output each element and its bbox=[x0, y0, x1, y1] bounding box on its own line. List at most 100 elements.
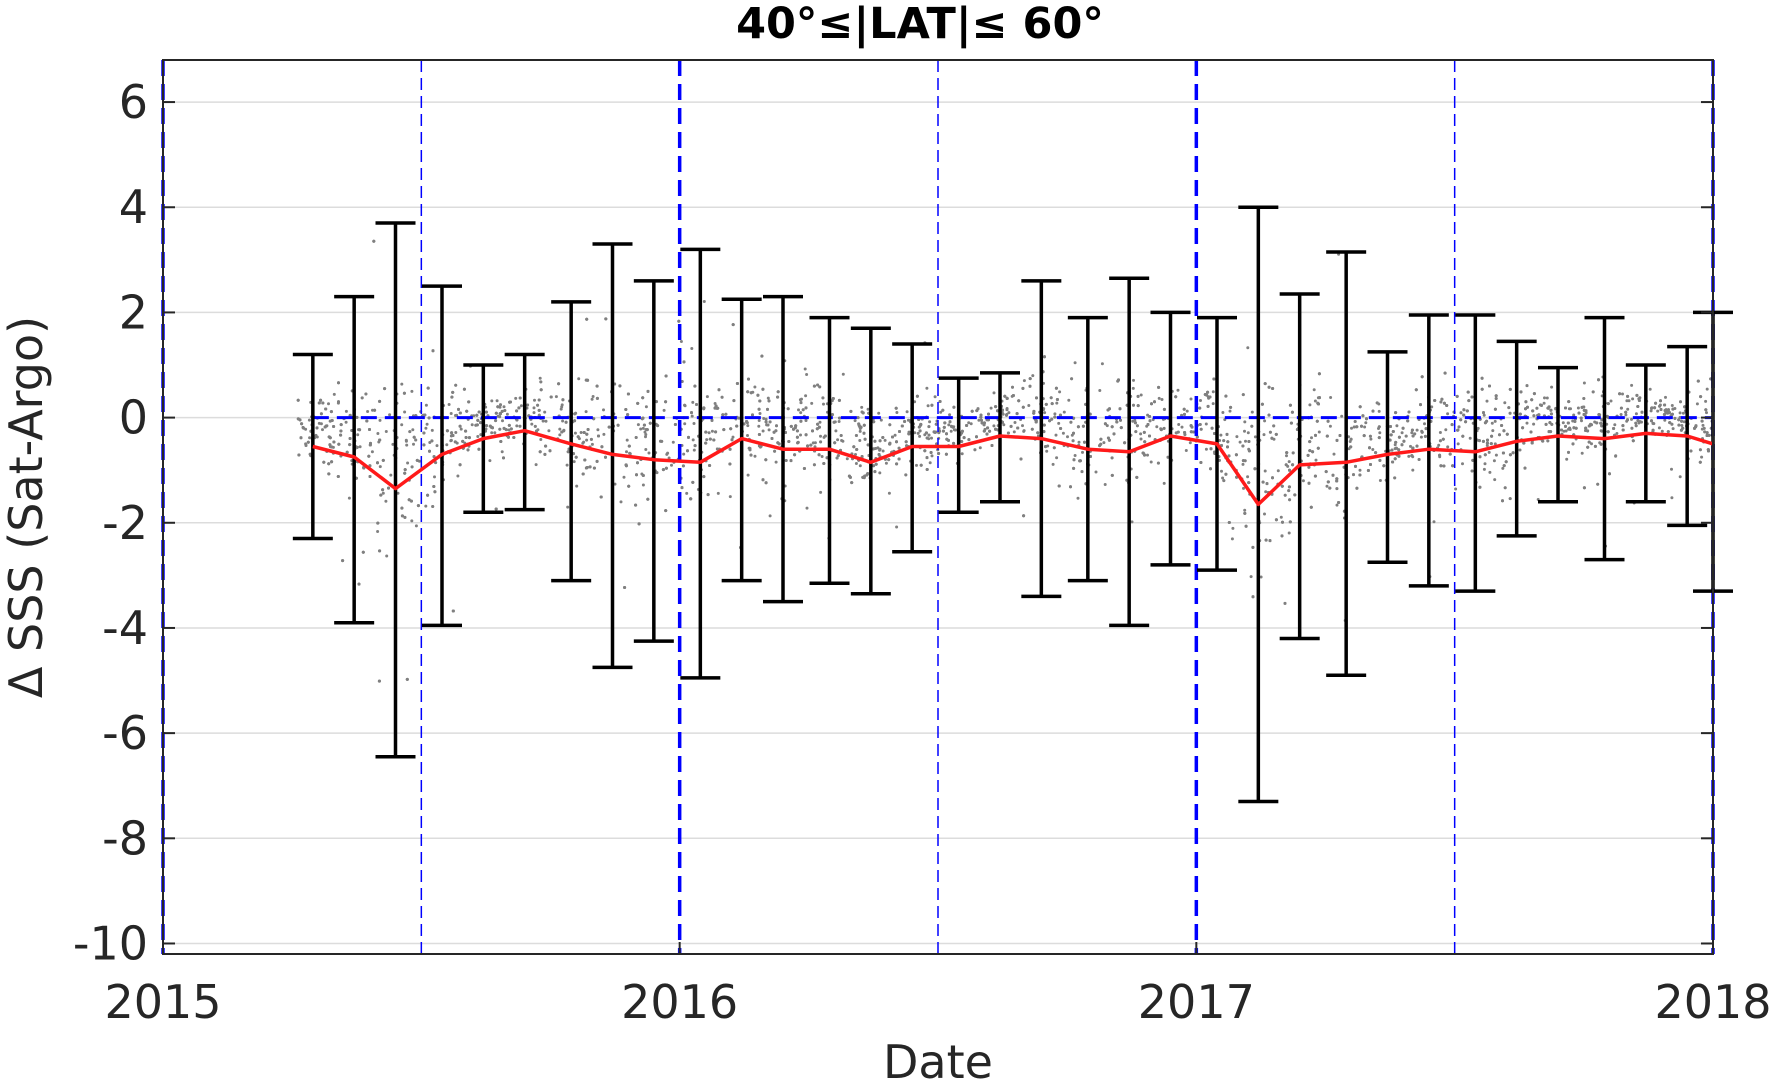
data-point bbox=[1598, 413, 1602, 417]
data-point bbox=[1206, 404, 1210, 408]
data-point bbox=[680, 380, 684, 383]
data-point bbox=[756, 393, 760, 397]
data-point bbox=[1450, 423, 1454, 427]
data-point bbox=[1530, 398, 1534, 402]
data-point bbox=[1522, 441, 1526, 445]
data-point bbox=[557, 382, 561, 386]
data-point bbox=[804, 418, 808, 422]
data-point bbox=[1419, 435, 1423, 439]
data-point bbox=[1615, 432, 1619, 435]
data-point bbox=[766, 423, 770, 427]
data-point bbox=[1042, 430, 1046, 434]
data-point bbox=[1433, 399, 1437, 402]
data-point bbox=[685, 491, 689, 495]
data-point bbox=[384, 430, 388, 433]
data-point bbox=[918, 429, 922, 433]
data-point bbox=[1706, 448, 1710, 452]
data-point bbox=[498, 412, 502, 416]
data-point bbox=[1130, 520, 1134, 524]
data-point bbox=[988, 429, 992, 433]
data-point bbox=[1618, 392, 1622, 396]
x-tick-label: 2015 bbox=[104, 975, 221, 1029]
data-point bbox=[1394, 440, 1398, 444]
data-point bbox=[479, 421, 482, 425]
data-point bbox=[641, 483, 645, 487]
data-point bbox=[645, 428, 649, 432]
data-point bbox=[1263, 382, 1267, 386]
data-point bbox=[1501, 499, 1504, 503]
data-point bbox=[923, 449, 927, 453]
data-point bbox=[989, 406, 993, 410]
data-point bbox=[1022, 514, 1026, 518]
data-point bbox=[817, 453, 821, 457]
data-point bbox=[626, 413, 630, 417]
data-point bbox=[1204, 422, 1208, 426]
data-point bbox=[1135, 424, 1139, 428]
data-point bbox=[1009, 424, 1013, 428]
data-point bbox=[642, 423, 646, 427]
data-point bbox=[430, 439, 434, 443]
data-point bbox=[1508, 387, 1512, 391]
data-point bbox=[1700, 455, 1704, 459]
data-point bbox=[1123, 441, 1127, 445]
data-point bbox=[1267, 413, 1271, 417]
data-point bbox=[560, 430, 564, 434]
mean-line-layer bbox=[312, 428, 1714, 507]
data-point bbox=[1411, 434, 1415, 438]
data-point bbox=[1134, 430, 1138, 434]
data-point bbox=[819, 434, 822, 438]
data-point bbox=[1413, 432, 1417, 436]
data-point bbox=[558, 433, 562, 437]
data-point bbox=[561, 398, 565, 402]
data-point bbox=[426, 386, 430, 390]
data-point bbox=[898, 430, 901, 433]
data-point bbox=[1301, 479, 1305, 483]
data-point bbox=[821, 396, 825, 400]
data-point bbox=[1582, 397, 1586, 400]
data-point bbox=[1287, 489, 1291, 493]
data-point bbox=[451, 434, 455, 437]
data-point bbox=[1529, 430, 1533, 434]
data-point bbox=[767, 399, 771, 403]
data-point bbox=[1264, 538, 1268, 542]
data-point bbox=[400, 514, 404, 518]
data-point bbox=[450, 431, 454, 435]
data-point bbox=[1118, 407, 1122, 411]
data-point bbox=[916, 431, 920, 435]
data-point bbox=[861, 475, 865, 479]
data-point bbox=[564, 420, 568, 424]
data-point bbox=[692, 448, 696, 452]
data-point bbox=[856, 416, 860, 420]
data-point bbox=[1105, 424, 1109, 428]
data-point bbox=[681, 464, 685, 468]
data-point bbox=[579, 431, 583, 434]
data-point bbox=[1459, 418, 1463, 422]
data-point bbox=[980, 421, 984, 425]
data-point bbox=[1689, 449, 1693, 453]
data-point bbox=[1393, 476, 1397, 480]
data-point bbox=[1224, 394, 1228, 398]
data-point bbox=[415, 458, 419, 462]
data-point bbox=[1185, 409, 1189, 413]
data-point bbox=[1036, 431, 1040, 435]
data-point bbox=[637, 522, 641, 526]
data-point bbox=[1404, 434, 1408, 438]
data-point bbox=[1415, 444, 1419, 448]
data-point bbox=[1466, 390, 1470, 394]
data-point bbox=[732, 399, 736, 403]
data-point bbox=[863, 437, 867, 441]
data-point bbox=[819, 490, 823, 494]
data-point bbox=[836, 454, 840, 458]
data-point bbox=[585, 438, 589, 442]
data-point bbox=[1483, 421, 1487, 425]
data-point bbox=[1493, 407, 1497, 411]
data-point bbox=[1210, 426, 1214, 430]
data-point bbox=[493, 431, 497, 435]
data-point bbox=[1562, 429, 1566, 433]
data-point bbox=[924, 431, 928, 435]
data-point bbox=[1310, 436, 1313, 440]
data-point bbox=[992, 391, 996, 395]
data-point bbox=[929, 451, 933, 454]
data-point bbox=[408, 430, 412, 434]
data-point bbox=[906, 418, 910, 422]
